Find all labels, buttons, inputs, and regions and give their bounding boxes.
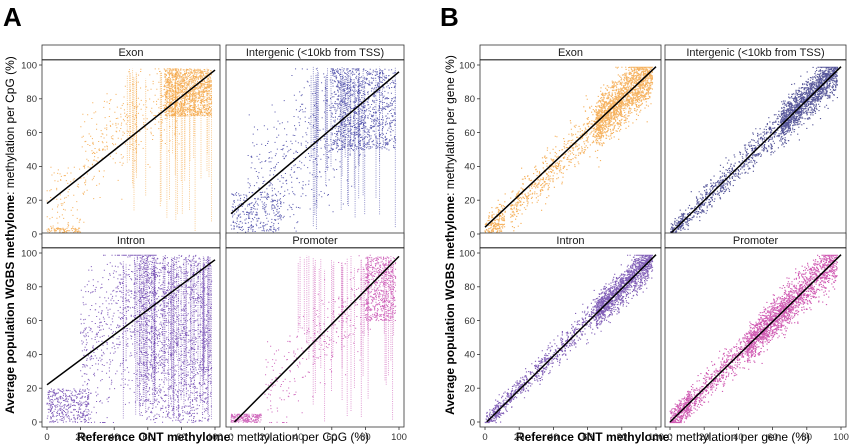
facet-panel: Intergenic (<10kb from TSS) bbox=[664, 44, 847, 240]
x-tick-label: 40 bbox=[293, 432, 304, 443]
y-tick-label: 80 bbox=[464, 282, 475, 293]
x-tick-label: 20 bbox=[699, 432, 710, 443]
panel-b-label: B bbox=[440, 2, 459, 32]
scatter-points bbox=[669, 254, 839, 424]
x-tick-label: 60 bbox=[143, 432, 154, 443]
fit-line bbox=[669, 254, 842, 423]
panel-a-y-axis-title-rest: : methylation per CpG (%) bbox=[3, 56, 17, 195]
y-tick-label: 60 bbox=[26, 316, 37, 327]
x-tick-label: 80 bbox=[360, 432, 371, 443]
x-tick-label: 80 bbox=[617, 432, 628, 443]
y-tick-label: 20 bbox=[26, 384, 37, 395]
panel-b-x-axis-title-rest: : methylation per gene (%) bbox=[669, 430, 810, 444]
x-tick-label: 20 bbox=[514, 432, 525, 443]
fit-line bbox=[46, 69, 216, 205]
x-tick-label: 80 bbox=[802, 432, 813, 443]
scatter-points bbox=[46, 254, 213, 423]
y-tick-label: 0 bbox=[470, 417, 475, 428]
y-tick-label: 100 bbox=[21, 60, 37, 71]
fit-line bbox=[233, 255, 400, 423]
y-tick-label: 0 bbox=[470, 229, 475, 240]
y-tick-label: 0 bbox=[32, 417, 37, 428]
point-cloud bbox=[669, 254, 839, 424]
facet-panel: Promoter 0 20 40 60 80 100 bbox=[225, 232, 407, 443]
scatter-points bbox=[230, 254, 397, 423]
y-tick-label: 20 bbox=[464, 384, 475, 395]
y-tick-label: 40 bbox=[464, 350, 475, 361]
scatter-points bbox=[669, 66, 839, 236]
panel-a-x-axis-title: Reference ONT methylome: methylation per… bbox=[77, 430, 369, 444]
point-cloud bbox=[669, 66, 839, 236]
facet-title: Intron bbox=[117, 235, 145, 247]
fit-line bbox=[669, 66, 842, 235]
y-tick-label: 100 bbox=[459, 248, 475, 259]
fit-line bbox=[46, 259, 216, 386]
x-tick-label: 100 bbox=[833, 432, 849, 443]
y-tick-label: 100 bbox=[459, 60, 475, 71]
panel-b-x-axis-title: Reference ONT methylome: methylation per… bbox=[516, 430, 810, 444]
x-tick-label: 0 bbox=[482, 432, 487, 443]
facet-panel: Intergenic (<10kb from TSS) bbox=[225, 44, 405, 240]
facet-title: Exon bbox=[558, 47, 583, 59]
scatter-points bbox=[484, 254, 654, 424]
y-tick-label: 40 bbox=[464, 162, 475, 173]
scatter-points bbox=[230, 66, 397, 236]
y-tick-label: 80 bbox=[26, 282, 37, 293]
panel-b-y-axis-title: Average population WGBS methylome: methy… bbox=[443, 55, 457, 415]
panel-b-y-axis-title-bold: Average population WGBS methylome bbox=[443, 196, 457, 415]
x-tick-label: 20 bbox=[259, 432, 270, 443]
panel-b-x-axis-title-bold: Reference ONT methylome bbox=[516, 430, 670, 444]
facet-title: Promoter bbox=[733, 235, 779, 247]
x-tick-label: 0 bbox=[667, 432, 672, 443]
facet-title: Intergenic (<10kb from TSS) bbox=[686, 47, 824, 59]
point-cloud bbox=[230, 254, 397, 423]
facet-panel: Exon 0 20 40 60 80 100 bbox=[21, 44, 221, 240]
y-tick-label: 20 bbox=[464, 196, 475, 207]
panel-b-y-axis-title-rest: : methylation per gene (%) bbox=[443, 55, 457, 196]
y-tick-label: 40 bbox=[26, 162, 37, 173]
panel-a-x-axis-title-bold: Reference ONT methylome bbox=[77, 430, 231, 444]
x-tick-label: 60 bbox=[582, 432, 593, 443]
x-tick-label: 80 bbox=[176, 432, 187, 443]
panel-a-y-axis-title: Average population WGBS methylome: methy… bbox=[3, 56, 17, 414]
y-tick-label: 60 bbox=[464, 128, 475, 139]
point-cloud bbox=[484, 254, 654, 424]
facet-panel: Promoter 0 20 40 60 80 100 bbox=[664, 232, 849, 443]
panel-a-y-axis-title-bold: Average population WGBS methylome bbox=[3, 195, 17, 414]
x-tick-label: 100 bbox=[207, 432, 223, 443]
x-tick-label: 40 bbox=[733, 432, 744, 443]
y-tick-label: 60 bbox=[464, 316, 475, 327]
x-tick-label: 0 bbox=[228, 432, 233, 443]
x-tick-label: 20 bbox=[75, 432, 86, 443]
y-tick-label: 80 bbox=[464, 94, 475, 105]
x-tick-label: 40 bbox=[548, 432, 559, 443]
facet-title: Promoter bbox=[292, 235, 338, 247]
y-tick-label: 100 bbox=[21, 248, 37, 259]
y-tick-label: 0 bbox=[32, 229, 37, 240]
x-tick-label: 0 bbox=[44, 432, 49, 443]
panel-a-x-axis-title-rest: : methylation per CpG (%) bbox=[230, 430, 369, 444]
y-tick-label: 80 bbox=[26, 94, 37, 105]
panel-a-label: A bbox=[3, 2, 22, 32]
fit-line bbox=[230, 71, 400, 215]
y-tick-label: 60 bbox=[26, 128, 37, 139]
y-tick-label: 40 bbox=[26, 350, 37, 361]
facet-panel: Exon 0 20 40 60 80 100 bbox=[459, 44, 662, 240]
x-tick-label: 100 bbox=[391, 432, 407, 443]
x-tick-label: 60 bbox=[767, 432, 778, 443]
x-tick-label: 40 bbox=[109, 432, 120, 443]
x-tick-label: 100 bbox=[648, 432, 664, 443]
x-tick-label: 60 bbox=[327, 432, 338, 443]
fit-line bbox=[484, 66, 657, 228]
facet-title: Intergenic (<10kb from TSS) bbox=[246, 47, 384, 59]
fit-line bbox=[486, 254, 657, 423]
facet-title: Intron bbox=[556, 235, 584, 247]
facet-title: Exon bbox=[118, 47, 143, 59]
y-tick-label: 20 bbox=[26, 196, 37, 207]
